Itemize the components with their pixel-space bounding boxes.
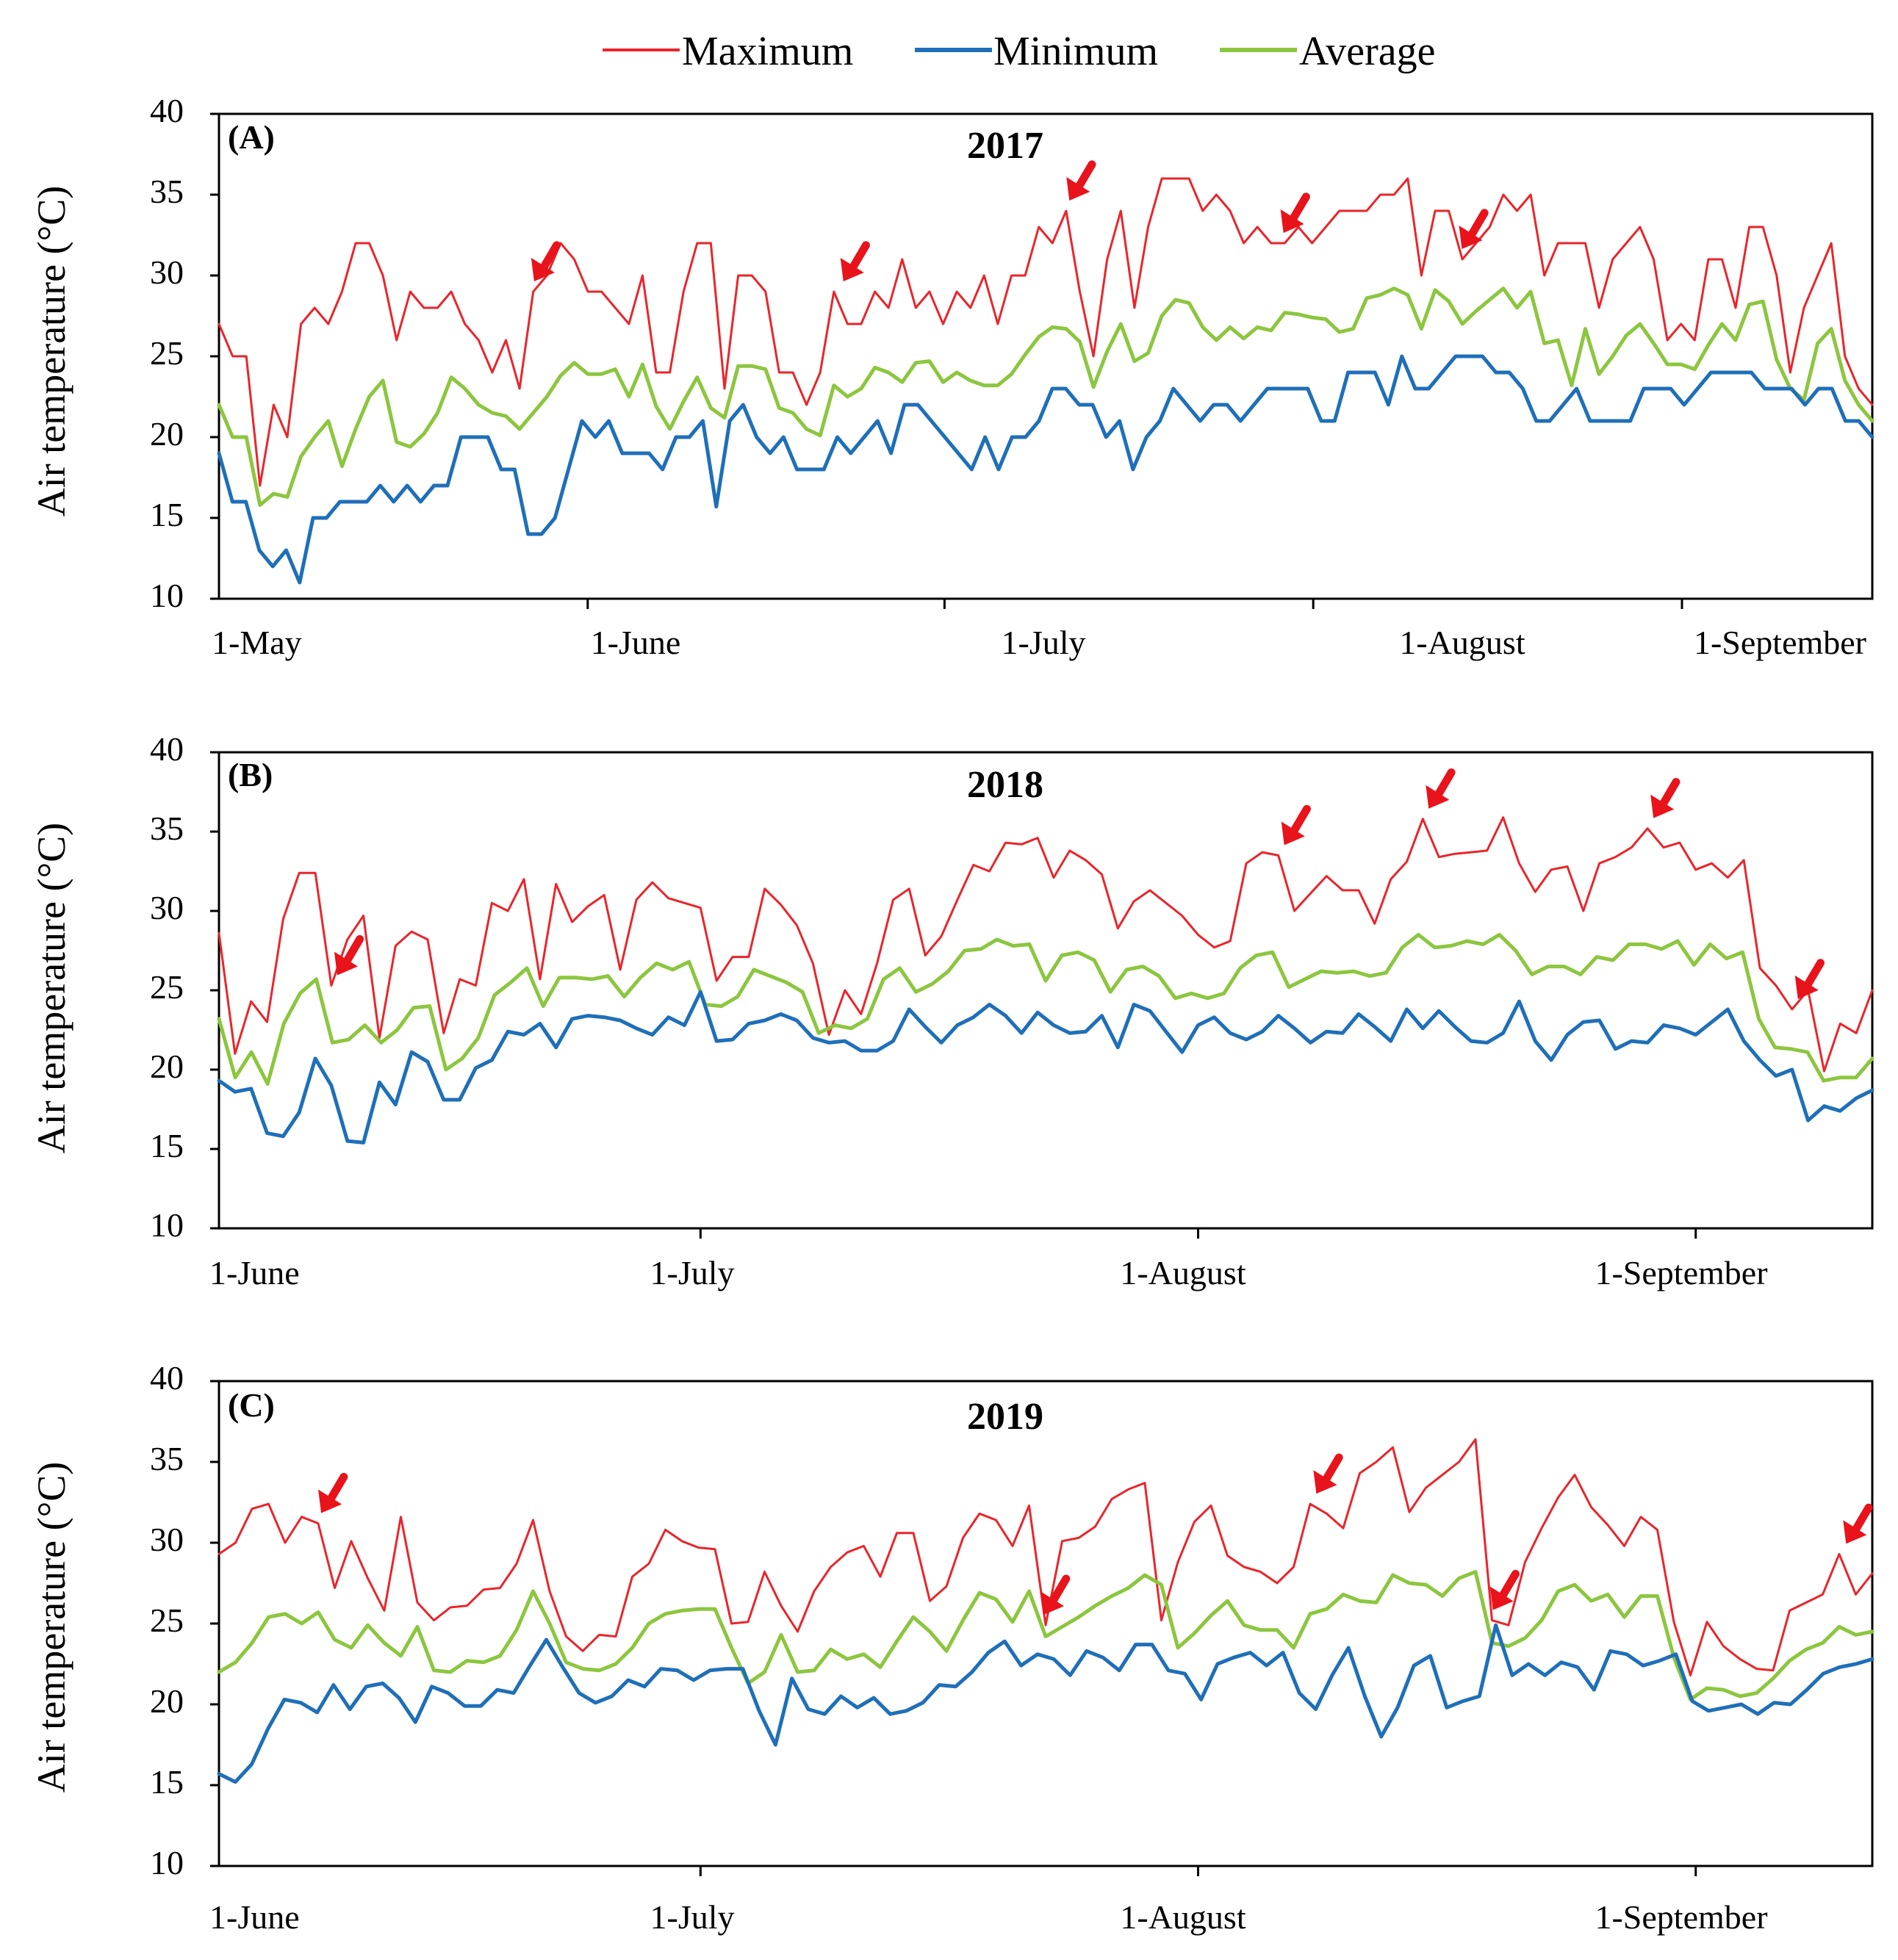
panel-label: (A): [228, 118, 275, 156]
series-line-minimum: [217, 354, 1874, 585]
y-tick-label: 30: [150, 253, 184, 291]
x-tick-label: 1-July: [650, 1254, 735, 1291]
heat-arrow: [1794, 959, 1825, 999]
heat-arrow-head: [1426, 785, 1450, 809]
x-tick-label: 1-June: [591, 624, 681, 661]
y-tick-label: 15: [150, 1763, 184, 1801]
y-tick-label: 30: [150, 1521, 184, 1558]
y-tick-label: 40: [150, 92, 184, 129]
heat-arrow-head: [1489, 1586, 1514, 1610]
y-tick-label: 15: [150, 496, 184, 533]
heat-arrow-head: [1040, 1591, 1065, 1615]
x-tick-label: 1-September: [1694, 624, 1866, 661]
heat-arrow-head: [1066, 177, 1090, 201]
series-line-maximum: [218, 816, 1874, 1073]
heat-arrow-head: [1843, 1520, 1867, 1544]
heat-arrow: [1426, 768, 1456, 809]
y-tick-label: 25: [150, 968, 184, 1006]
heat-arrow: [1280, 192, 1310, 233]
x-tick-label: 1-August: [1120, 1254, 1245, 1291]
y-tick-label: 20: [150, 415, 184, 453]
heat-arrow: [1459, 209, 1489, 249]
heat-arrow: [840, 241, 870, 281]
heat-arrow-head: [840, 258, 864, 281]
y-tick-label: 40: [150, 1359, 184, 1397]
x-tick-label: 1-July: [1002, 624, 1086, 661]
y-tick-label: 20: [150, 1682, 184, 1720]
heat-arrow: [1281, 804, 1311, 846]
heat-arrow-head: [531, 258, 555, 281]
series-line-maximum: [218, 1438, 1874, 1676]
series-line-average: [217, 932, 1874, 1086]
y-tick-label: 30: [150, 889, 184, 926]
panel-c: Air temperature (°C) 10 15 20 25 30 35 4…: [29, 1359, 1874, 1936]
series-line-minimum: [217, 1623, 1874, 1784]
legend: Maximum Minimum Average: [603, 29, 1436, 74]
heat-arrow: [1843, 1503, 1873, 1544]
y-tick-label: 15: [150, 1127, 184, 1164]
panel-label: (C): [228, 1386, 275, 1424]
legend-label-minimum: Minimum: [993, 29, 1158, 74]
y-tick-label: 35: [150, 1440, 184, 1477]
heat-arrow-head: [1650, 794, 1675, 818]
y-tick-label: 10: [150, 577, 184, 614]
panel-title: 2019: [967, 1396, 1043, 1438]
y-tick-label: 35: [150, 810, 184, 847]
y-axis-label: Air temperature (°C): [29, 186, 73, 516]
legend-label-average: Average: [1299, 29, 1436, 74]
series-line-maximum: [218, 177, 1874, 487]
panel-title: 2017: [967, 125, 1043, 167]
series-line-average: [217, 287, 1874, 507]
x-tick-label: 1-June: [209, 1254, 300, 1291]
panel-label: (B): [228, 756, 273, 793]
x-tick-label: 1-September: [1595, 1254, 1767, 1291]
y-axis-label: Air temperature (°C): [29, 823, 73, 1153]
x-tick-label: 1-May: [212, 624, 302, 661]
heat-arrow: [1040, 1574, 1071, 1615]
heat-arrow-head: [1794, 975, 1819, 999]
y-tick-label: 25: [150, 334, 184, 372]
panel-title: 2018: [967, 764, 1043, 806]
heat-arrow: [1650, 777, 1680, 818]
heat-arrow: [531, 241, 561, 281]
x-tick-label: 1-July: [650, 1898, 735, 1936]
heat-arrow-head: [1281, 821, 1305, 846]
heat-arrow-head: [318, 1489, 342, 1513]
heat-arrow-head: [334, 951, 358, 976]
panel-b: Air temperature (°C) 10 15 20 25 30 35 4…: [29, 730, 1874, 1291]
heat-arrow: [1313, 1453, 1343, 1494]
y-tick-label: 35: [150, 173, 184, 210]
heat-arrow-head: [1313, 1470, 1337, 1494]
heat-arrow-head: [1459, 226, 1483, 249]
y-tick-label: 25: [150, 1601, 184, 1639]
heat-arrow: [318, 1472, 348, 1513]
series-line-minimum: [217, 990, 1874, 1145]
x-tick-label: 1-August: [1399, 624, 1525, 661]
y-tick-label: 10: [150, 1844, 184, 1881]
x-tick-label: 1-June: [209, 1898, 300, 1936]
heat-arrow: [1066, 160, 1096, 201]
y-axis-label: Air temperature (°C): [29, 1462, 73, 1793]
heat-arrow: [334, 934, 364, 976]
y-tick-label: 40: [150, 730, 184, 768]
panel-a: Air temperature (°C) 10 15 20 25 30 35 4…: [29, 92, 1874, 661]
series-line-average: [217, 1570, 1874, 1701]
y-tick-label: 10: [150, 1206, 184, 1244]
heat-arrow-head: [1280, 209, 1304, 233]
x-tick-label: 1-September: [1595, 1898, 1767, 1936]
heat-arrow: [1489, 1569, 1520, 1610]
x-tick-label: 1-August: [1120, 1898, 1245, 1936]
y-tick-label: 20: [150, 1048, 184, 1085]
legend-label-maximum: Maximum: [682, 29, 853, 74]
